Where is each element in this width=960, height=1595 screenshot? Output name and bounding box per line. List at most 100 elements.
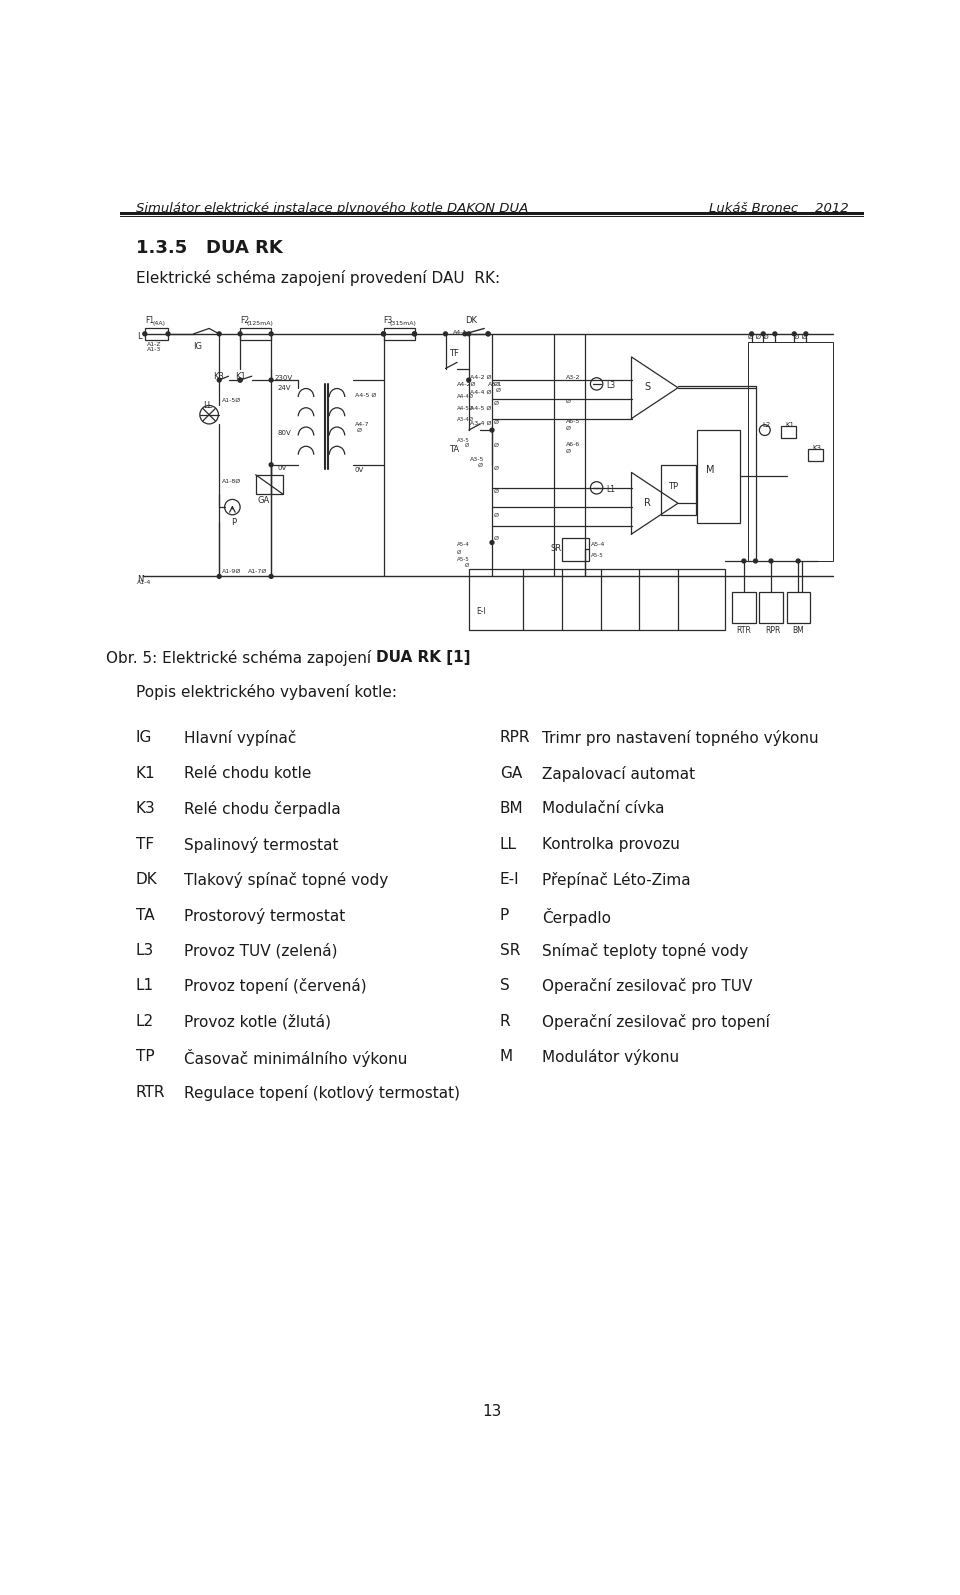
Text: DK: DK: [135, 872, 157, 887]
Text: A4-5Ø: A4-5Ø: [457, 405, 474, 410]
Text: Lukáš Bronec    2012: Lukáš Bronec 2012: [708, 203, 849, 215]
Text: A3-5: A3-5: [470, 458, 485, 463]
Text: K1: K1: [234, 372, 246, 381]
Text: R: R: [643, 498, 651, 507]
Text: P: P: [500, 908, 509, 922]
Circle shape: [166, 332, 170, 337]
Text: A4-7: A4-7: [355, 423, 370, 427]
Text: 24V: 24V: [277, 386, 291, 391]
Text: TP: TP: [135, 1050, 155, 1064]
Text: Ø: Ø: [457, 549, 462, 555]
Text: RPR: RPR: [765, 627, 780, 635]
Text: E-I: E-I: [500, 872, 519, 887]
Circle shape: [490, 427, 494, 432]
Text: Snímač teploty topné vody: Snímač teploty topné vody: [542, 943, 749, 959]
Text: M: M: [707, 464, 715, 475]
Text: BM: BM: [500, 801, 523, 817]
Text: RTR: RTR: [736, 627, 751, 635]
Text: TP: TP: [668, 482, 679, 491]
Text: Ø: Ø: [493, 536, 498, 541]
Text: RTR: RTR: [135, 1085, 165, 1099]
Bar: [759, 592, 782, 622]
Text: A5-5: A5-5: [591, 553, 604, 558]
Bar: [240, 329, 271, 340]
Text: F2: F2: [240, 316, 250, 325]
Bar: [562, 538, 588, 561]
Circle shape: [238, 378, 242, 381]
Text: TF: TF: [135, 837, 154, 852]
Text: Čerpadlo: Čerpadlo: [542, 908, 612, 925]
Bar: [145, 329, 168, 340]
Text: Regulace topení (kotlový termostat): Regulace topení (kotlový termostat): [183, 1085, 460, 1101]
Text: Ø: Ø: [493, 443, 498, 448]
Text: Ø: Ø: [493, 381, 498, 386]
Text: BM: BM: [793, 627, 804, 635]
Text: Relé chodu čerpadla: Relé chodu čerpadla: [183, 801, 340, 817]
Circle shape: [773, 332, 777, 337]
Text: Provoz kotle (žlutá): Provoz kotle (žlutá): [183, 1014, 330, 1029]
Circle shape: [467, 332, 470, 337]
Text: (125mA): (125mA): [247, 321, 274, 325]
Text: IG: IG: [135, 731, 152, 745]
Circle shape: [413, 332, 417, 337]
Text: A6-5: A6-5: [565, 418, 580, 424]
Text: A3-2: A3-2: [565, 375, 580, 380]
Text: Tlakový spínač topné vody: Tlakový spínač topné vody: [183, 872, 388, 888]
Circle shape: [467, 378, 470, 381]
Text: 13: 13: [482, 1404, 502, 1420]
Bar: [468, 569, 725, 630]
Text: A5-4: A5-4: [457, 542, 469, 547]
Text: K3: K3: [213, 372, 224, 381]
Circle shape: [238, 332, 242, 337]
Text: L3: L3: [135, 943, 154, 959]
Text: Kontrolka provozu: Kontrolka provozu: [542, 837, 681, 852]
Text: Ø: Ø: [565, 399, 570, 404]
Text: Ø: Ø: [493, 466, 498, 471]
Circle shape: [269, 463, 273, 467]
Text: (4A): (4A): [153, 321, 165, 325]
Text: S: S: [500, 978, 510, 994]
Bar: [383, 329, 415, 340]
Text: K1: K1: [135, 766, 156, 782]
Bar: [786, 592, 809, 622]
Text: Ø Ø: Ø Ø: [794, 333, 807, 340]
Text: A1-Z: A1-Z: [147, 343, 161, 348]
Text: Ø: Ø: [565, 426, 570, 431]
Text: L2: L2: [135, 1014, 154, 1029]
Text: A5-4: A5-4: [591, 542, 606, 547]
Text: Časovač minimálního výkonu: Časovač minimálního výkonu: [183, 1050, 407, 1067]
Text: TA: TA: [135, 908, 155, 922]
Text: A3-4 Ø: A3-4 Ø: [470, 421, 492, 426]
Circle shape: [754, 560, 757, 563]
Text: P: P: [231, 518, 236, 526]
Circle shape: [490, 541, 494, 544]
Text: L3: L3: [606, 381, 615, 389]
Circle shape: [463, 332, 467, 337]
Text: A4-2Ø: A4-2Ø: [457, 383, 476, 388]
Text: Modulační cívka: Modulační cívka: [542, 801, 665, 817]
Text: Ø: Ø: [493, 419, 498, 426]
Circle shape: [769, 560, 773, 563]
Bar: [781, 426, 796, 437]
Text: RPR: RPR: [500, 731, 530, 745]
Text: K3: K3: [812, 445, 821, 451]
Text: L2: L2: [762, 423, 771, 429]
Text: E-I: E-I: [476, 608, 487, 616]
Text: A6-6: A6-6: [565, 442, 580, 447]
Text: A3-1: A3-1: [488, 383, 502, 388]
Text: A4-5 Ø: A4-5 Ø: [470, 405, 492, 410]
Text: DUA RK [1]: DUA RK [1]: [375, 651, 470, 665]
Text: Ø Ø Ø: Ø Ø Ø: [748, 333, 768, 340]
Circle shape: [381, 332, 385, 337]
Text: 0V: 0V: [277, 464, 287, 471]
Text: 230V: 230V: [275, 375, 293, 381]
Circle shape: [413, 332, 417, 337]
Text: DK: DK: [465, 316, 477, 325]
Circle shape: [444, 332, 447, 337]
Text: A4-1: A4-1: [453, 330, 468, 335]
Text: Spalinový termostat: Spalinový termostat: [183, 837, 338, 853]
Text: A1-4: A1-4: [137, 581, 152, 585]
Text: A4-4 Ø: A4-4 Ø: [470, 391, 492, 396]
Text: N: N: [137, 574, 143, 584]
Text: A4-2 Ø: A4-2 Ø: [470, 375, 492, 380]
